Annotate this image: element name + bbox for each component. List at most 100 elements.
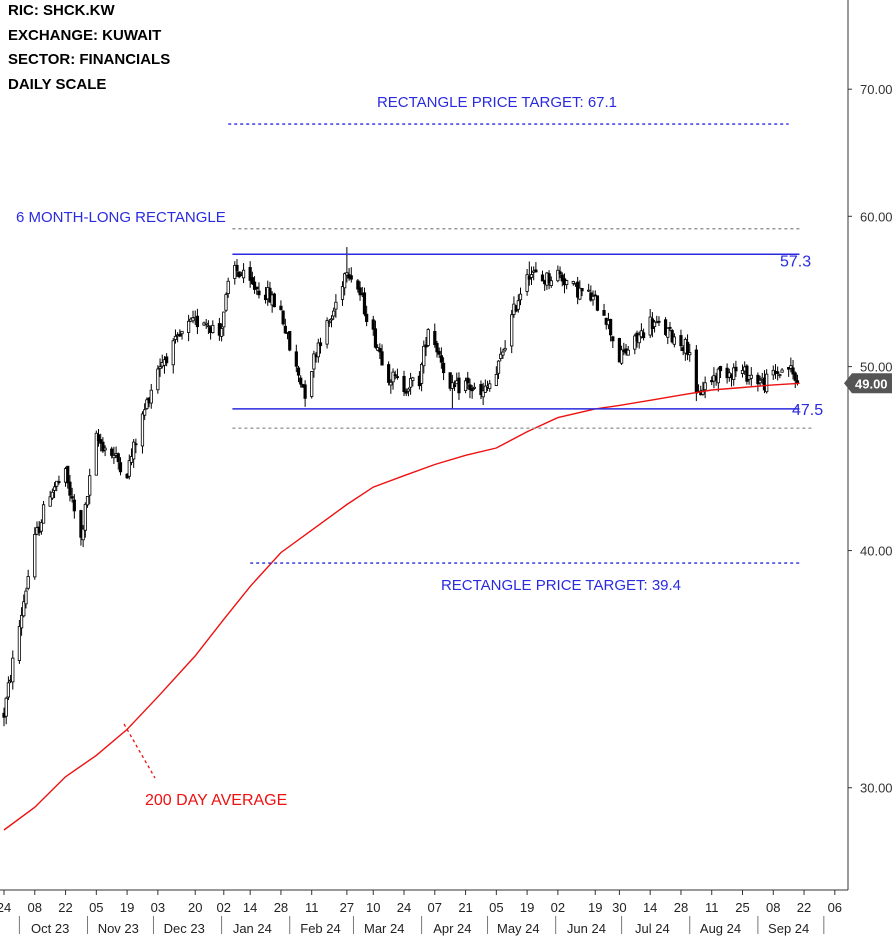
candle-body bbox=[318, 342, 323, 347]
candle-body bbox=[470, 388, 474, 392]
candle-body bbox=[24, 590, 28, 605]
x-month-label: Aug 24 bbox=[700, 921, 741, 936]
candle-body bbox=[345, 272, 349, 276]
x-tick-label: 22 bbox=[797, 900, 811, 915]
candle-body bbox=[740, 370, 745, 374]
candle-body bbox=[222, 311, 226, 328]
candle-body bbox=[11, 657, 15, 683]
x-tick-label: 22 bbox=[58, 900, 72, 915]
candle-body bbox=[483, 385, 487, 393]
candle-body bbox=[587, 289, 591, 292]
candle-body bbox=[96, 434, 101, 441]
x-month-label: Oct 23 bbox=[31, 921, 69, 936]
candle-body bbox=[334, 301, 338, 310]
x-tick-label: 24 bbox=[397, 900, 411, 915]
candle-body bbox=[358, 287, 362, 296]
candle-body bbox=[503, 347, 507, 351]
candle-body bbox=[272, 293, 276, 308]
candle-body bbox=[620, 349, 624, 364]
candle-body bbox=[488, 383, 492, 389]
candle-body bbox=[340, 286, 345, 300]
x-month-label: Apr 24 bbox=[433, 921, 471, 936]
candle-body bbox=[373, 328, 378, 348]
x-tick-label: 14 bbox=[643, 900, 657, 915]
x-tick-label: 07 bbox=[428, 900, 442, 915]
candle-body bbox=[439, 355, 443, 363]
candle-body bbox=[668, 326, 672, 329]
candle-body bbox=[547, 273, 551, 284]
candle-body bbox=[116, 453, 120, 463]
x-tick-label: 03 bbox=[151, 900, 165, 915]
candle-body bbox=[402, 375, 406, 393]
candle-body bbox=[468, 384, 472, 390]
candle-body bbox=[312, 353, 316, 370]
x-tick-label: 19 bbox=[520, 900, 534, 915]
candle-body bbox=[178, 333, 182, 337]
candle-body bbox=[83, 503, 87, 531]
candle-body bbox=[466, 377, 470, 384]
candle-body bbox=[33, 534, 37, 578]
price-target-label: RECTANGLE PRICE TARGET: 67.1 bbox=[377, 94, 617, 111]
candle-body bbox=[716, 368, 720, 384]
candle-body bbox=[611, 336, 615, 342]
candle-body bbox=[79, 510, 83, 538]
candle-body bbox=[70, 496, 74, 499]
candle-body bbox=[118, 462, 123, 473]
x-tick-label: 11 bbox=[705, 900, 719, 915]
candle-body bbox=[180, 330, 184, 335]
x-tick-label: 25 bbox=[735, 900, 749, 915]
candle-body bbox=[387, 364, 391, 383]
candle-body bbox=[22, 601, 26, 617]
candle-body bbox=[758, 379, 762, 384]
candle-body bbox=[793, 372, 797, 381]
x-tick-label: 30 bbox=[612, 900, 626, 915]
candle-body bbox=[283, 325, 287, 334]
candle-body bbox=[288, 331, 292, 351]
candle-body bbox=[158, 366, 162, 369]
candle-body bbox=[734, 366, 738, 372]
x-month-label: Jul 24 bbox=[635, 921, 670, 936]
candle-body bbox=[68, 481, 72, 496]
candle-body bbox=[140, 413, 145, 447]
candle-body bbox=[571, 281, 575, 284]
candle-body bbox=[433, 330, 437, 346]
y-tick-label: 70.00 bbox=[860, 82, 892, 97]
candle-body bbox=[156, 368, 160, 391]
x-tick-label: 10 bbox=[366, 900, 380, 915]
candle-body bbox=[776, 371, 780, 374]
x-month-label: Mar 24 bbox=[364, 921, 404, 936]
last-price-label: 49.00 bbox=[855, 376, 888, 391]
candle-body bbox=[525, 274, 529, 292]
x-tick-label: 05 bbox=[489, 900, 503, 915]
candle-body bbox=[778, 374, 782, 377]
candle-body bbox=[626, 349, 630, 356]
ma-annotation-pointer bbox=[123, 723, 156, 779]
candle-body bbox=[670, 330, 674, 343]
candle-body bbox=[457, 377, 461, 394]
candle-body bbox=[406, 388, 411, 392]
candle-body bbox=[510, 314, 514, 347]
candle-body bbox=[145, 399, 149, 409]
candle-body bbox=[529, 274, 534, 278]
candle-body bbox=[94, 432, 98, 476]
x-tick-label: 28 bbox=[674, 900, 688, 915]
candle-body bbox=[380, 351, 384, 366]
candle-body bbox=[173, 335, 178, 340]
candle-body bbox=[609, 318, 613, 336]
x-tick-label: 08 bbox=[766, 900, 780, 915]
candle-body bbox=[641, 332, 646, 339]
x-tick-label: 20 bbox=[188, 900, 202, 915]
scale-label: DAILY SCALE bbox=[8, 76, 107, 93]
candle-body bbox=[187, 320, 191, 333]
x-month-label: Dec 23 bbox=[164, 921, 205, 936]
x-tick-label: 08 bbox=[28, 900, 42, 915]
candle-body bbox=[50, 491, 54, 499]
candle-body bbox=[393, 374, 397, 377]
candle-body bbox=[329, 318, 334, 321]
candle-body bbox=[296, 367, 301, 376]
candle-body bbox=[694, 349, 698, 394]
candle-body bbox=[211, 324, 215, 333]
candle-body bbox=[241, 269, 246, 279]
candle-body bbox=[206, 325, 211, 328]
candle-body bbox=[48, 496, 52, 507]
